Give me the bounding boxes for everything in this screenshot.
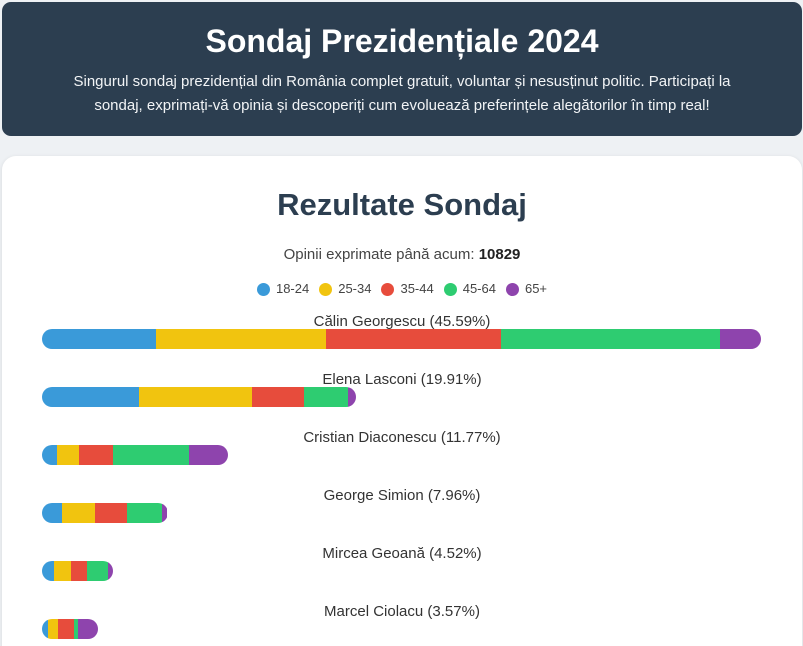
legend-dot — [256, 282, 270, 296]
bar-segment-45-64 — [112, 445, 189, 465]
legend-label: 18-24 — [275, 281, 310, 296]
bar-segment-35-44 — [57, 619, 74, 639]
legend-dot — [319, 282, 333, 296]
candidate-label: George Simion (7.96%) — [323, 487, 481, 504]
legend-item-65+: 65+ — [505, 280, 548, 298]
bar-segment-25-34 — [139, 387, 253, 407]
bar-segment-18-24 — [42, 387, 140, 407]
page-subtitle: Singurul sondaj prezidențial din România… — [73, 73, 731, 114]
legend-label: 35-44 — [400, 281, 434, 296]
opinions-count: Opinii exprimate până acum: 10829 — [2, 245, 802, 265]
candidate-bar — [42, 619, 99, 639]
bar-segment-25-34 — [47, 619, 58, 639]
bar-segment-45-64 — [500, 329, 720, 349]
candidate-bar — [42, 561, 114, 581]
bar-segment-35-44 — [325, 329, 501, 349]
bar-segment-65+ — [108, 561, 114, 581]
bar-segment-25-34 — [56, 445, 80, 465]
candidate-label: Cristian Diaconescu (11.77%) — [303, 429, 501, 446]
candidate-bar — [42, 503, 168, 523]
bar-segment-35-44 — [79, 445, 113, 465]
opinions-count-value: 10829 — [478, 246, 521, 263]
opinions-count-label: Opinii exprimate până acum: — [283, 246, 475, 263]
results-title: Rezultate Sondaj — [277, 187, 527, 222]
results-card: Rezultate Sondaj Opinii exprimate până a… — [2, 156, 802, 646]
bar-segment-25-34 — [54, 561, 72, 581]
legend-item-45-64: 45-64 — [443, 280, 496, 298]
bar-segment-18-24 — [42, 503, 63, 523]
bar-segment-25-34 — [155, 329, 326, 349]
legend-label: 45-64 — [462, 281, 496, 296]
candidate-label: Călin Georgescu (45.59%) — [313, 313, 491, 330]
legend-dot — [381, 282, 395, 296]
bar-segment-45-64 — [73, 619, 78, 639]
bar-segment-65+ — [78, 619, 99, 639]
bar-segment-65+ — [188, 445, 228, 465]
page-title: Sondaj Prezidențiale 2024 — [205, 23, 599, 59]
bar-segment-35-44 — [252, 387, 305, 407]
candidate-bar — [42, 445, 228, 465]
candidate-label: Elena Lasconi (19.91%) — [322, 371, 482, 388]
bar-segment-45-64 — [127, 503, 163, 523]
bar-segment-35-44 — [71, 561, 87, 581]
candidate-label: Marcel Ciolacu (3.57%) — [324, 603, 480, 620]
legend-item-18-24: 18-24 — [256, 280, 310, 298]
candidate-bar — [42, 387, 356, 407]
bar-segment-35-44 — [94, 503, 128, 523]
bar-segment-18-24 — [42, 329, 156, 349]
bar-segment-25-34 — [62, 503, 95, 523]
bar-segment-45-64 — [86, 561, 109, 581]
bar-segment-45-64 — [304, 387, 349, 407]
candidate-bar — [42, 329, 761, 349]
legend-item-25-34: 25-34 — [319, 280, 371, 298]
legend-label: 25-34 — [338, 281, 372, 296]
header-banner: Sondaj Prezidențiale 2024 Singurul sonda… — [2, 2, 802, 136]
bar-segment-65+ — [719, 329, 761, 349]
legend-dot — [505, 282, 519, 296]
candidate-label: Mircea Geoană (4.52%) — [322, 545, 482, 562]
legend-item-35-44: 35-44 — [381, 280, 434, 298]
age-legend: 18-24 25-34 35-44 45-64 65+ — [2, 280, 802, 301]
bar-segment-18-24 — [42, 445, 57, 465]
legend-dot — [443, 282, 457, 296]
bar-segment-18-24 — [42, 619, 48, 639]
legend-label: 65+ — [524, 281, 548, 296]
bar-segment-18-24 — [42, 561, 55, 581]
bar-segment-65+ — [162, 503, 168, 523]
bar-segment-65+ — [348, 387, 356, 407]
